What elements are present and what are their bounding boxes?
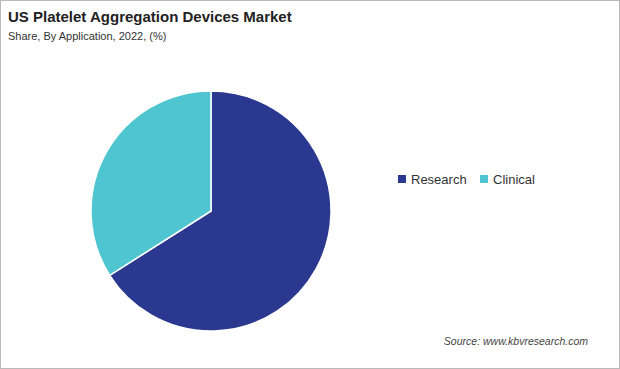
legend-label: Research <box>411 172 467 187</box>
legend-swatch <box>398 175 406 183</box>
slice <box>91 91 211 275</box>
chart: US Platelet Aggregation Devices Market Sh… <box>0 0 620 369</box>
subtitle: Share, By Application, 2022, (%) <box>8 30 166 42</box>
legend-swatch <box>480 175 488 183</box>
title: US Platelet Aggregation Devices Market <box>8 8 292 25</box>
source: Source: www.kbvresearch.com <box>444 335 588 347</box>
pie <box>91 91 331 331</box>
frame <box>1 1 620 369</box>
legend-label: Clinical <box>493 172 535 187</box>
